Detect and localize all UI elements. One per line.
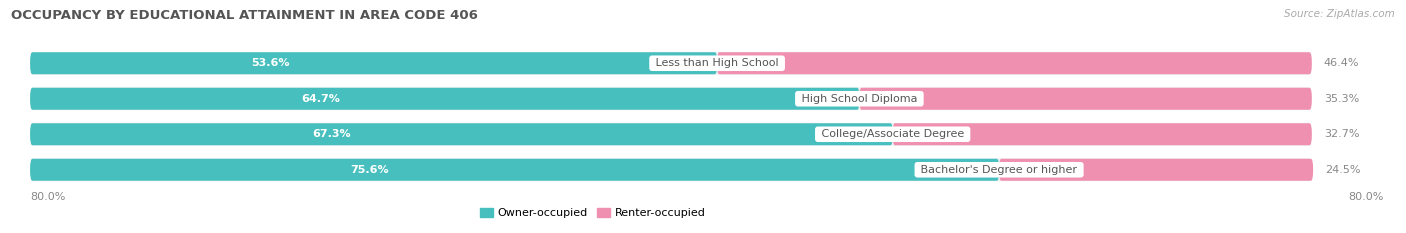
FancyBboxPatch shape xyxy=(859,88,1312,110)
Legend: Owner-occupied, Renter-occupied: Owner-occupied, Renter-occupied xyxy=(479,208,706,218)
FancyBboxPatch shape xyxy=(893,123,1312,145)
Text: Source: ZipAtlas.com: Source: ZipAtlas.com xyxy=(1284,9,1395,19)
Text: High School Diploma: High School Diploma xyxy=(797,94,921,104)
FancyBboxPatch shape xyxy=(30,51,1312,76)
FancyBboxPatch shape xyxy=(30,123,893,145)
Text: 67.3%: 67.3% xyxy=(312,129,352,139)
FancyBboxPatch shape xyxy=(30,52,717,74)
Text: 53.6%: 53.6% xyxy=(252,58,290,68)
FancyBboxPatch shape xyxy=(30,122,1312,147)
FancyBboxPatch shape xyxy=(30,88,859,110)
Text: 80.0%: 80.0% xyxy=(30,192,66,202)
FancyBboxPatch shape xyxy=(30,157,1312,182)
FancyBboxPatch shape xyxy=(30,159,1000,181)
Text: 75.6%: 75.6% xyxy=(350,165,388,175)
Text: 46.4%: 46.4% xyxy=(1324,58,1360,68)
Text: OCCUPANCY BY EDUCATIONAL ATTAINMENT IN AREA CODE 406: OCCUPANCY BY EDUCATIONAL ATTAINMENT IN A… xyxy=(11,9,478,22)
Text: 32.7%: 32.7% xyxy=(1324,129,1360,139)
Text: College/Associate Degree: College/Associate Degree xyxy=(818,129,967,139)
FancyBboxPatch shape xyxy=(30,86,1312,111)
Text: Less than High School: Less than High School xyxy=(652,58,782,68)
FancyBboxPatch shape xyxy=(1000,159,1313,181)
FancyBboxPatch shape xyxy=(717,52,1312,74)
Text: 80.0%: 80.0% xyxy=(1348,192,1384,202)
Text: 64.7%: 64.7% xyxy=(301,94,340,104)
Text: 35.3%: 35.3% xyxy=(1324,94,1360,104)
Text: 24.5%: 24.5% xyxy=(1324,165,1361,175)
Text: Bachelor's Degree or higher: Bachelor's Degree or higher xyxy=(917,165,1081,175)
